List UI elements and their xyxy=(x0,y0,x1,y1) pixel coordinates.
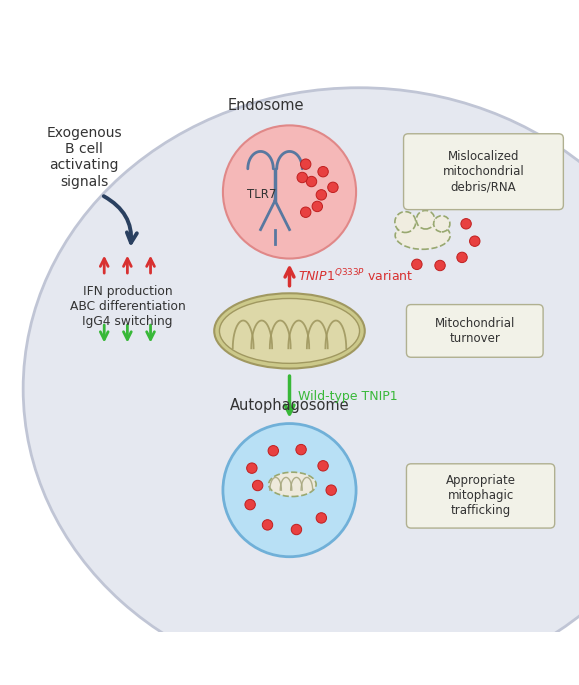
Circle shape xyxy=(312,201,323,212)
Circle shape xyxy=(318,166,328,177)
Circle shape xyxy=(245,499,255,510)
Circle shape xyxy=(297,172,307,183)
Text: Appropriate
mitophagic
trafficking: Appropriate mitophagic trafficking xyxy=(446,475,515,517)
Circle shape xyxy=(247,463,257,473)
Circle shape xyxy=(252,480,263,490)
Circle shape xyxy=(301,207,311,217)
Ellipse shape xyxy=(395,221,450,249)
Circle shape xyxy=(316,513,327,523)
Circle shape xyxy=(416,210,435,229)
Circle shape xyxy=(268,445,278,456)
Text: Autophagosome: Autophagosome xyxy=(230,398,349,413)
Circle shape xyxy=(457,252,467,262)
Circle shape xyxy=(328,182,338,192)
Text: Endosome: Endosome xyxy=(228,98,305,112)
Ellipse shape xyxy=(23,88,579,685)
Circle shape xyxy=(434,216,450,232)
Circle shape xyxy=(435,260,445,271)
Text: Mitochondrial
turnover: Mitochondrial turnover xyxy=(435,317,515,345)
Circle shape xyxy=(316,190,327,200)
Circle shape xyxy=(301,159,311,169)
Circle shape xyxy=(223,423,356,557)
Circle shape xyxy=(395,212,416,232)
FancyBboxPatch shape xyxy=(406,464,555,528)
Text: Exogenous
B cell
activating
signals: Exogenous B cell activating signals xyxy=(46,126,122,188)
Text: $\mathit{TNIP1}^{\mathit{Q333P}}$ variant: $\mathit{TNIP1}^{\mathit{Q333P}}$ varian… xyxy=(298,268,413,284)
Ellipse shape xyxy=(269,472,316,497)
Circle shape xyxy=(412,259,422,269)
Text: TLR7: TLR7 xyxy=(247,188,276,201)
Circle shape xyxy=(306,176,317,187)
Circle shape xyxy=(291,524,302,535)
FancyBboxPatch shape xyxy=(406,305,543,358)
Ellipse shape xyxy=(219,299,360,363)
Text: Wild-type TNIP1: Wild-type TNIP1 xyxy=(298,390,398,403)
Ellipse shape xyxy=(214,293,365,369)
Circle shape xyxy=(461,219,471,229)
Circle shape xyxy=(223,125,356,258)
Text: Mislocalized
mitochondrial
debris/RNA: Mislocalized mitochondrial debris/RNA xyxy=(442,150,525,193)
Circle shape xyxy=(326,485,336,495)
FancyBboxPatch shape xyxy=(404,134,563,210)
Circle shape xyxy=(296,445,306,455)
Circle shape xyxy=(262,520,273,530)
Text: IFN production
ABC differentiation
IgG4 switching: IFN production ABC differentiation IgG4 … xyxy=(69,284,185,327)
Circle shape xyxy=(470,236,480,247)
Circle shape xyxy=(318,460,328,471)
